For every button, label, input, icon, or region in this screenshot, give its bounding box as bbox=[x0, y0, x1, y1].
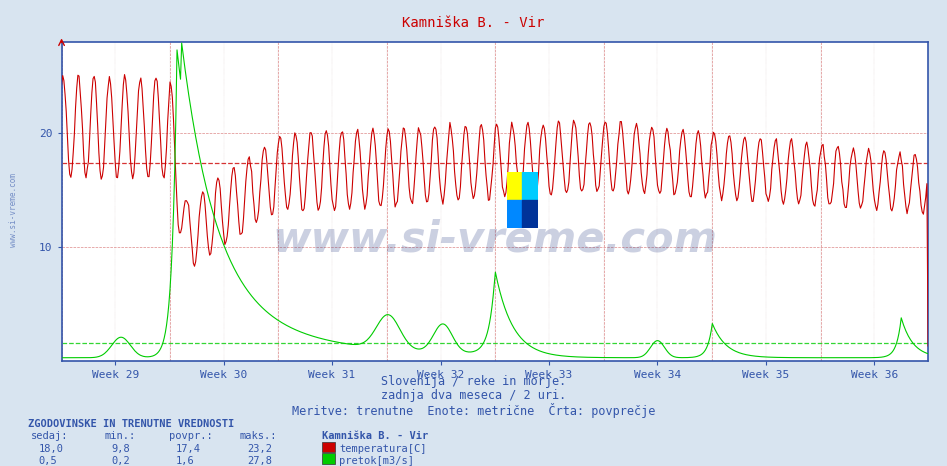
Text: www.si-vreme.com: www.si-vreme.com bbox=[9, 173, 19, 247]
Text: Meritve: trenutne  Enote: metrične  Črta: povprečje: Meritve: trenutne Enote: metrične Črta: … bbox=[292, 403, 655, 418]
Text: 23,2: 23,2 bbox=[247, 444, 272, 453]
Text: min.:: min.: bbox=[104, 431, 135, 441]
Text: ZGODOVINSKE IN TRENUTNE VREDNOSTI: ZGODOVINSKE IN TRENUTNE VREDNOSTI bbox=[28, 419, 235, 429]
Text: Slovenija / reke in morje.: Slovenija / reke in morje. bbox=[381, 375, 566, 388]
Bar bbox=[507, 200, 523, 228]
Text: povpr.:: povpr.: bbox=[169, 431, 212, 441]
Text: Kamniška B. - Vir: Kamniška B. - Vir bbox=[402, 16, 545, 30]
Text: temperatura[C]: temperatura[C] bbox=[339, 444, 426, 453]
Text: Kamniška B. - Vir: Kamniška B. - Vir bbox=[322, 431, 428, 441]
Text: 17,4: 17,4 bbox=[176, 444, 201, 453]
Text: zadnja dva meseca / 2 uri.: zadnja dva meseca / 2 uri. bbox=[381, 389, 566, 402]
Bar bbox=[523, 172, 538, 200]
Text: pretok[m3/s]: pretok[m3/s] bbox=[339, 456, 414, 466]
Bar bbox=[523, 200, 538, 228]
Text: 0,2: 0,2 bbox=[112, 456, 131, 466]
Text: 0,5: 0,5 bbox=[39, 456, 58, 466]
Text: sedaj:: sedaj: bbox=[31, 431, 69, 441]
Text: 27,8: 27,8 bbox=[247, 456, 272, 466]
Bar bbox=[507, 172, 523, 200]
Text: 18,0: 18,0 bbox=[39, 444, 63, 453]
Text: 9,8: 9,8 bbox=[112, 444, 131, 453]
Text: maks.:: maks.: bbox=[240, 431, 277, 441]
Text: www.si-vreme.com: www.si-vreme.com bbox=[273, 219, 717, 261]
Text: 1,6: 1,6 bbox=[176, 456, 195, 466]
